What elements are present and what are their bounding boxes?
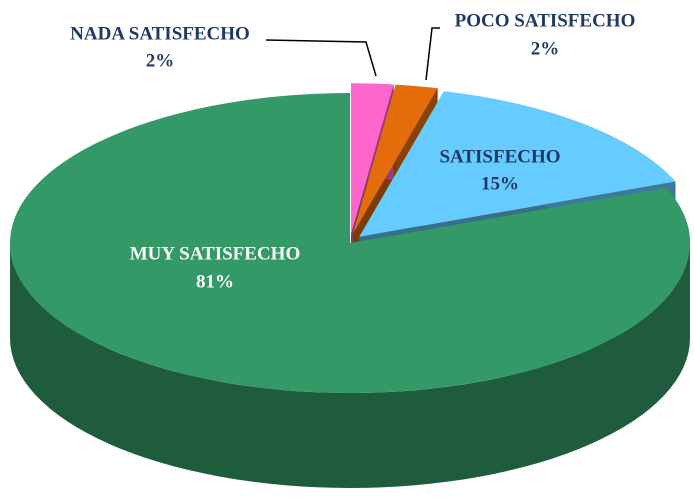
slice [10, 93, 691, 393]
category-label: MUY SATISFECHO [130, 243, 301, 264]
value-label: 2% [146, 50, 175, 71]
data-labels: NADA SATISFECHO 2% POCO SATISFECHO 2% SATISF… [70, 10, 635, 292]
slice [352, 84, 438, 234]
pie-tops [10, 83, 691, 393]
value-label: 15% [481, 173, 519, 194]
category-label: SATISFECHO [439, 146, 560, 167]
leader-line [265, 39, 377, 77]
value-label: 2% [531, 38, 560, 59]
value-label: 81% [196, 271, 234, 292]
slice [351, 83, 394, 234]
slice-side [10, 243, 690, 488]
slice [359, 91, 676, 237]
leader-line [425, 27, 440, 81]
category-label: NADA SATISFECHO [70, 23, 250, 44]
category-label: POCO SATISFECHO [455, 10, 636, 31]
